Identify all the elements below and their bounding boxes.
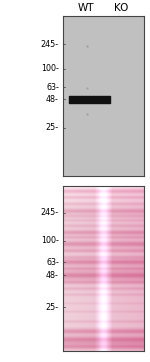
Text: 48-: 48-: [46, 271, 59, 280]
Text: 245-: 245-: [41, 208, 59, 217]
Text: 63-: 63-: [46, 258, 59, 267]
Text: KO: KO: [114, 3, 129, 13]
Text: 245-: 245-: [41, 40, 59, 49]
Text: 25-: 25-: [46, 303, 59, 312]
Text: 100-: 100-: [41, 236, 59, 245]
Text: WT: WT: [77, 3, 94, 13]
Text: 25-: 25-: [46, 123, 59, 132]
Text: 63-: 63-: [46, 83, 59, 92]
Text: 100-: 100-: [41, 64, 59, 73]
Text: 48-: 48-: [46, 94, 59, 104]
